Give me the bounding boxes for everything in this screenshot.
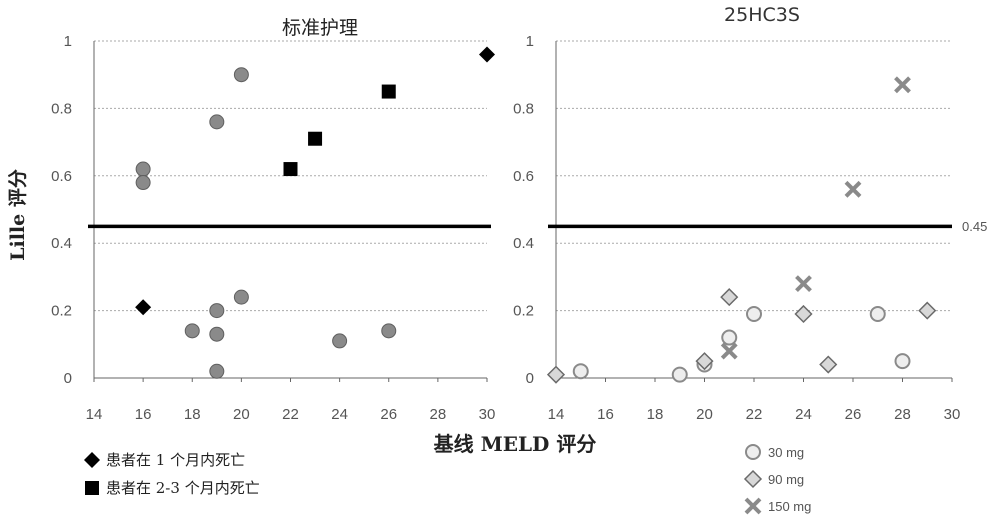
data-point (722, 331, 736, 345)
data-point (210, 364, 224, 378)
data-point (796, 306, 812, 322)
panel-standard-care: 0 0.2 0.4 0.6 0.8 1 14 16 18 20 22 24 26 28 30 (51, 33, 495, 423)
x-tick-label: 30 (944, 406, 961, 423)
y-tick-label: 0.8 (513, 100, 534, 117)
data-point (846, 182, 860, 196)
legend-label: 90 mg (768, 472, 804, 487)
data-point (919, 303, 935, 319)
x-axis-label: 基线 MELD 评分 (434, 432, 597, 456)
legend-marker (84, 452, 100, 468)
data-point (673, 368, 687, 382)
x-tick-label: 16 (597, 406, 614, 423)
y-tick-label: 0.2 (51, 303, 72, 320)
data-point (797, 277, 811, 291)
legend-marker (85, 481, 99, 495)
data-point (308, 132, 322, 146)
x-tick-label: 24 (795, 406, 812, 423)
data-point (747, 307, 761, 321)
y-tick-label: 0.6 (51, 168, 72, 185)
legend-right: 30 mg 90 mg 150 mg (745, 445, 811, 514)
panel-right-title: 25HC3S (724, 4, 800, 26)
data-point (548, 367, 564, 383)
data-point (896, 354, 910, 368)
data-point (136, 176, 150, 190)
x-tick-label: 14 (548, 406, 565, 423)
legend-label: 患者在 1 个月内死亡 (106, 451, 245, 469)
legend-marker (746, 445, 760, 459)
legend-label: 30 mg (768, 445, 804, 460)
x-tick-label: 22 (282, 406, 299, 423)
y-tick-label: 0 (64, 370, 72, 387)
legend-marker (746, 499, 760, 513)
data-point (284, 162, 298, 176)
y-axis-label: Lille 评分 (7, 169, 29, 261)
x-tick-label: 20 (233, 406, 250, 423)
y-tick-label: 1 (64, 33, 72, 50)
data-point (136, 162, 150, 176)
data-point (896, 78, 910, 92)
y-tick-label: 0.4 (51, 235, 72, 252)
data-point (234, 290, 248, 304)
y-tick-label: 0.6 (513, 168, 534, 185)
x-tick-label: 16 (135, 406, 152, 423)
data-point (574, 364, 588, 378)
x-tick-label: 28 (430, 406, 447, 423)
x-tick-label: 18 (184, 406, 201, 423)
y-tick-label: 1 (526, 33, 534, 50)
panel-left-title: 标准护理 (282, 17, 358, 39)
data-point (722, 344, 736, 358)
legend-label: 患者在 2-3 个月内死亡 (106, 479, 260, 497)
y-tick-label: 0.4 (513, 235, 534, 252)
data-point (479, 46, 495, 62)
data-point (210, 327, 224, 341)
data-point (135, 299, 151, 315)
data-point (185, 324, 199, 338)
data-point (234, 68, 248, 82)
x-tick-label: 14 (86, 406, 103, 423)
x-tick-label: 26 (380, 406, 397, 423)
x-tick-label: 24 (331, 406, 348, 423)
legend-marker (745, 471, 761, 487)
data-point (382, 324, 396, 338)
data-point (210, 115, 224, 129)
data-point (382, 85, 396, 99)
x-tick-label: 22 (746, 406, 763, 423)
y-tick-label: 0 (526, 370, 534, 387)
data-point (820, 357, 836, 373)
legend-left: 患者在 1 个月内死亡患者在 2-3 个月内死亡 (84, 451, 260, 497)
data-point (210, 304, 224, 318)
x-tick-label: 18 (647, 406, 664, 423)
x-tick-label: 30 (479, 406, 496, 423)
data-point (721, 289, 737, 305)
y-tick-label: 0.2 (513, 303, 534, 320)
threshold-label: 0.45 (962, 219, 987, 234)
x-tick-label: 20 (696, 406, 713, 423)
y-tick-label: 0.8 (51, 100, 72, 117)
data-point (333, 334, 347, 348)
data-point (871, 307, 885, 321)
panel-25hc3s: 0 0.2 0.4 0.6 0.8 1 14 16 18 20 22 24 26 28 30 (513, 33, 960, 423)
x-tick-label: 28 (894, 406, 911, 423)
x-tick-label: 26 (845, 406, 862, 423)
legend-label: 150 mg (768, 499, 811, 514)
